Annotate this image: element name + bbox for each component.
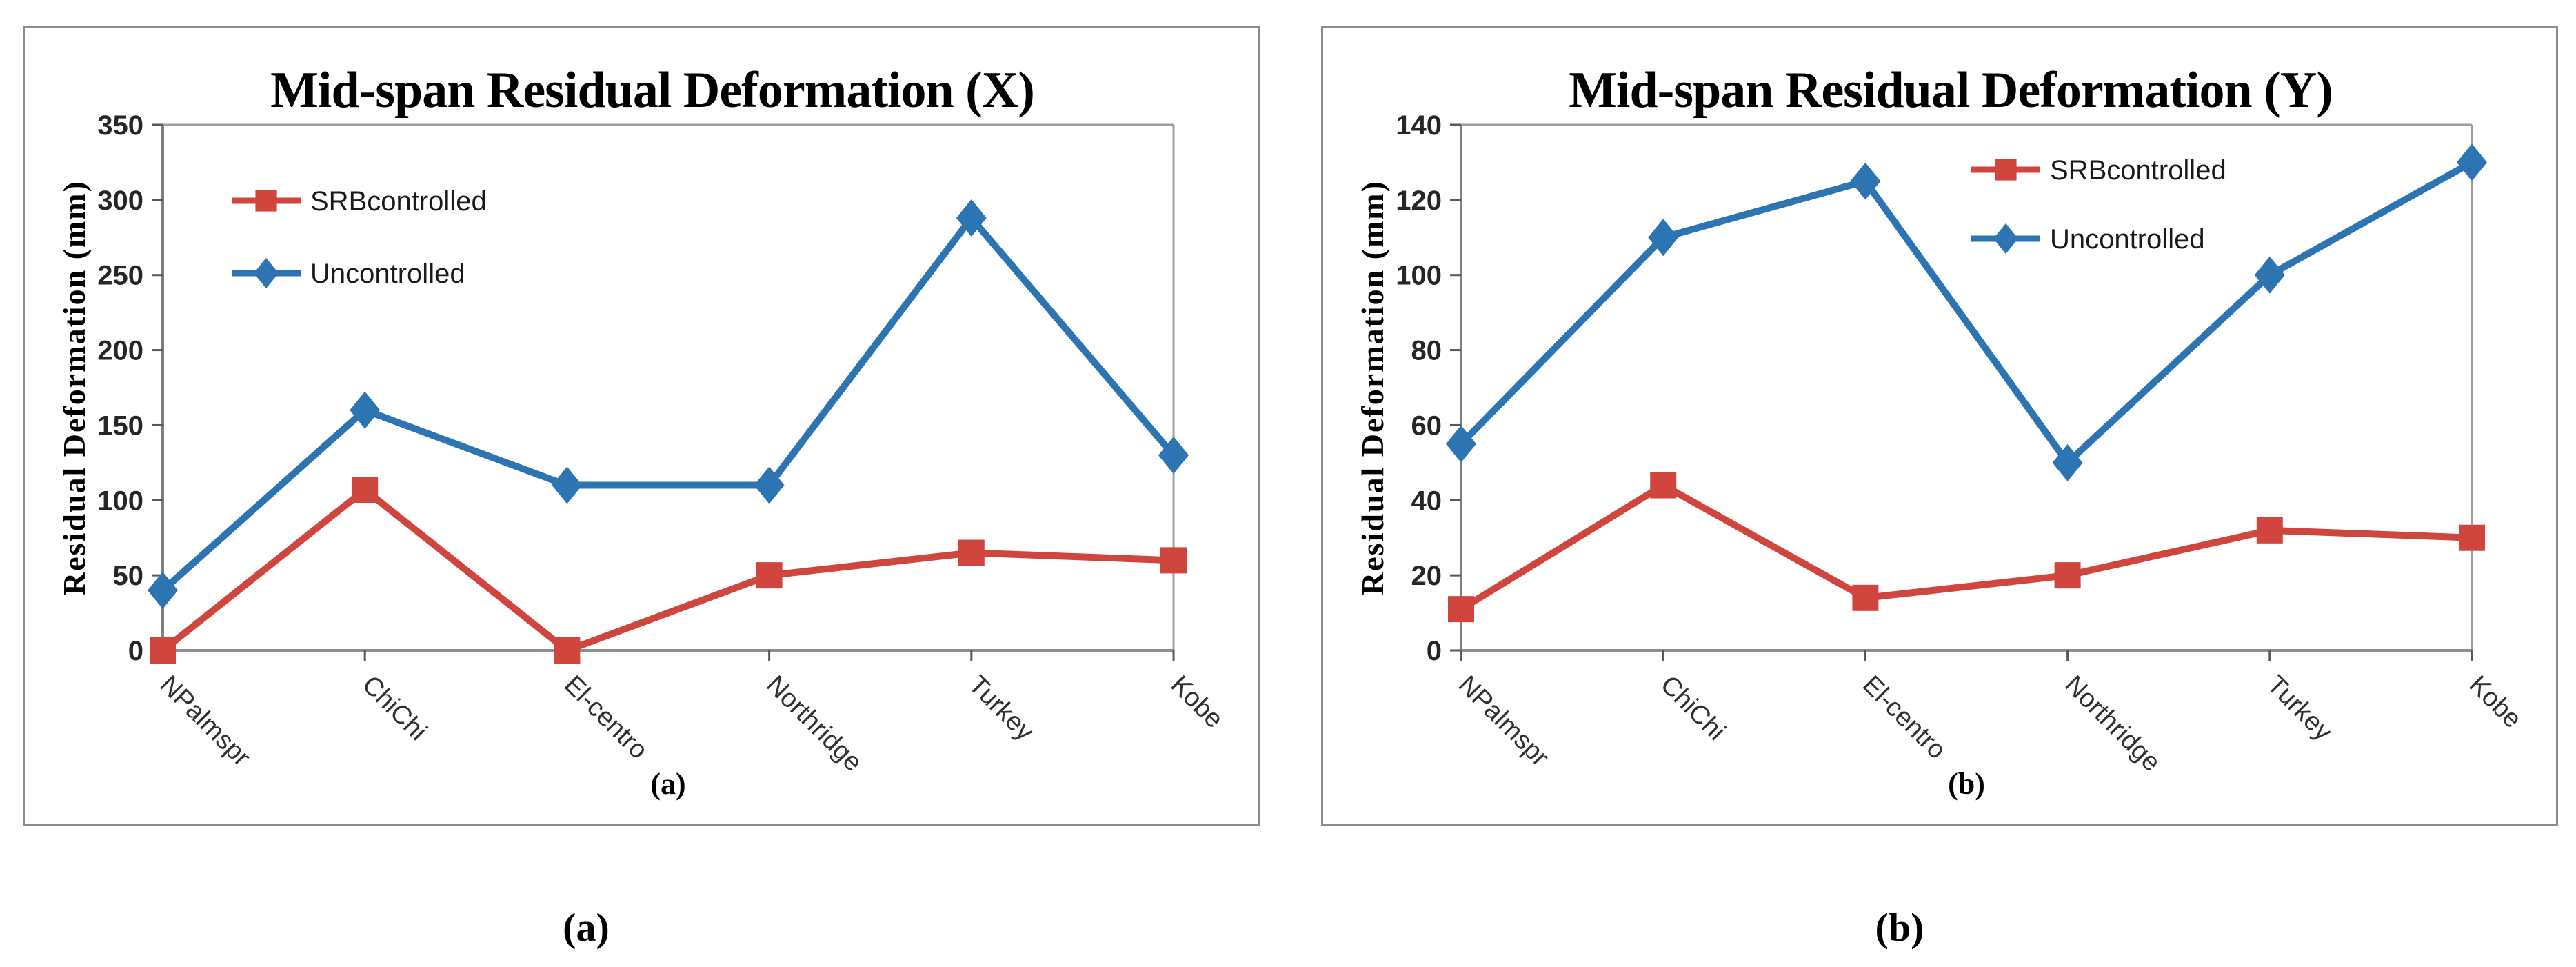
series-line-SRBcontrolled — [160, 486, 1174, 654]
x-axis-category-label: Northridge — [761, 670, 867, 777]
x-axis-category-label: El-centro — [1857, 670, 1951, 765]
data-point-SRBcontrolled-El-centro — [554, 637, 581, 664]
data-point-Uncontrolled-Northridge — [2052, 443, 2083, 481]
series-line-SRBcontrolled — [1459, 481, 2473, 612]
data-point-Uncontrolled-Turkey — [956, 199, 987, 237]
data-point-Uncontrolled-Northridge — [754, 466, 785, 504]
data-point-SRBcontrolled-ChiChi — [352, 477, 379, 504]
y-axis-tick-label: 120 — [1396, 186, 1442, 216]
x-axis-category-label: ChiChi — [1655, 670, 1731, 746]
y-axis-tick-label: 20 — [1411, 561, 1442, 591]
data-point-SRBcontrolled-Kobe — [2459, 524, 2485, 551]
figure-caption-a: (a) — [563, 905, 610, 950]
y-axis-tick-label: 0 — [128, 636, 143, 666]
x-axis-category-label: Kobe — [2464, 670, 2527, 734]
legend-diamond-icon — [1993, 223, 2019, 255]
series-line-Uncontrolled — [1458, 159, 2474, 466]
chart-panel-a: Mid-span Residual Deformation (X) Residu… — [23, 26, 1260, 826]
data-point-Uncontrolled-Turkey — [2254, 256, 2285, 294]
y-axis-tick-label: 60 — [1411, 410, 1442, 441]
y-axis-tick-label: 200 — [97, 336, 143, 366]
series-line-Uncontrolled — [160, 214, 1176, 593]
data-point-Uncontrolled-NPalmspr — [1446, 425, 1476, 463]
data-point-SRBcontrolled-NPalmspr — [1448, 596, 1474, 623]
data-point-Uncontrolled-El-centro — [1850, 162, 1881, 200]
data-point-Uncontrolled-El-centro — [552, 466, 583, 504]
y-axis-tick-label: 100 — [1396, 261, 1442, 291]
chart-canvas: 0 50 100 150 200 250 300 350 NPalmspr ChiChi El-ce… — [97, 110, 1229, 777]
data-point-Uncontrolled-NPalmspr — [148, 571, 178, 609]
legend-diamond-icon — [253, 257, 279, 289]
x-axis-category-label: Turkey — [2261, 670, 2337, 747]
x-axis-category-label: ChiChi — [356, 670, 432, 746]
legend-square-icon — [255, 190, 277, 212]
legend-item-label: SRBcontrolled — [2050, 155, 2226, 186]
legend-item-label: SRBcontrolled — [310, 186, 487, 217]
data-point-SRBcontrolled-Turkey — [958, 539, 985, 566]
y-axis-tick-label: 100 — [97, 486, 143, 516]
x-axis-category-label: Kobe — [1165, 670, 1229, 734]
data-point-SRBcontrolled-NPalmspr — [150, 637, 176, 664]
y-axis-tick-label: 350 — [97, 110, 143, 141]
legend-item-label: Uncontrolled — [2050, 224, 2205, 255]
data-point-SRBcontrolled-Turkey — [2256, 517, 2283, 544]
y-axis-tick-label: 80 — [1411, 336, 1442, 366]
data-point-SRBcontrolled-Northridge — [2054, 562, 2081, 589]
data-point-Uncontrolled-ChiChi — [350, 391, 381, 429]
data-point-SRBcontrolled-Northridge — [756, 562, 783, 589]
chart-panel-b: Mid-span Residual Deformation (Y) Residu… — [1321, 26, 2558, 826]
chart-title: Mid-span Residual Deformation (Y) — [1569, 62, 2333, 119]
x-axis-category-label: El-centro — [559, 670, 653, 765]
data-point-Uncontrolled-Kobe — [2457, 143, 2487, 181]
x-axis-category-label: NPalmspr — [1453, 670, 1555, 772]
y-axis-tick-label: 150 — [97, 410, 143, 441]
x-axis-category-label: Northridge — [2059, 670, 2166, 777]
y-axis-tick-label: 40 — [1411, 486, 1442, 516]
data-point-Uncontrolled-Kobe — [1158, 436, 1189, 474]
data-point-SRBcontrolled-ChiChi — [1650, 472, 1677, 499]
y-axis-tick-label: 300 — [97, 186, 143, 216]
figure-caption-b: (b) — [1875, 905, 1924, 950]
panel-label: (b) — [1948, 767, 1985, 801]
chart-canvas: 0 20 40 60 80 100 120 140 NPalmspr ChiChi El-centr… — [1396, 110, 2527, 777]
x-axis-category-label: NPalmspr — [154, 670, 256, 772]
data-point-SRBcontrolled-Kobe — [1160, 547, 1187, 574]
y-axis-tick-label: 50 — [113, 561, 144, 591]
data-point-SRBcontrolled-El-centro — [1852, 584, 1879, 611]
panel-label: (a) — [650, 767, 686, 801]
y-axis-tick-label: 140 — [1396, 110, 1442, 141]
x-axis-category-label: Turkey — [963, 670, 1039, 747]
legend-item-label: Uncontrolled — [310, 259, 465, 289]
y-axis-tick-label: 0 — [1427, 636, 1442, 666]
chart-title: Mid-span Residual Deformation (X) — [270, 62, 1035, 119]
y-axis-tick-label: 250 — [97, 261, 143, 291]
data-point-Uncontrolled-ChiChi — [1648, 219, 1679, 257]
legend-square-icon — [1995, 159, 2017, 181]
